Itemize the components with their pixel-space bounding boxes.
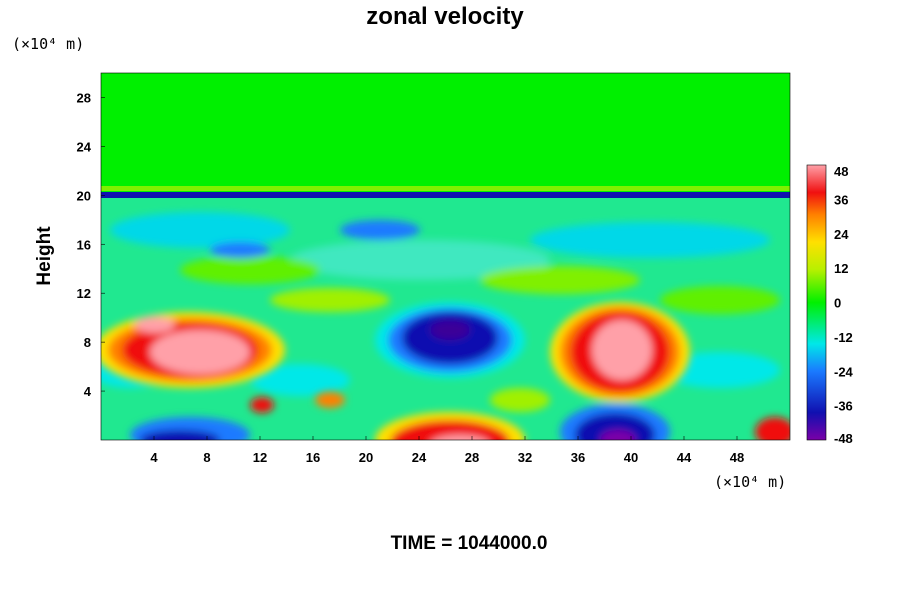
- x-tick-label: 24: [412, 450, 427, 465]
- x-tick-label: 8: [203, 450, 210, 465]
- plot-frame: [100, 72, 791, 441]
- x-tick-label: 28: [465, 450, 479, 465]
- chart-title: zonal velocity: [366, 3, 524, 30]
- y-tick-label: 8: [84, 335, 91, 350]
- colorbar-tick-label: 0: [834, 296, 841, 311]
- y-tick-label: 12: [77, 286, 91, 301]
- x-tick-label: 12: [253, 450, 267, 465]
- y-tick-label: 4: [84, 384, 92, 399]
- colorbar-tick-label: 36: [834, 192, 848, 207]
- y-axis-label: Height: [34, 226, 55, 286]
- time-caption: TIME = 1044000.0: [391, 533, 548, 554]
- plot-field: [101, 73, 790, 440]
- y-tick-label: 20: [77, 188, 91, 203]
- x-tick-label: 20: [359, 450, 373, 465]
- colorbar-tick-label: -12: [834, 330, 853, 345]
- colorbar-tick-label: -24: [834, 364, 854, 379]
- y-tick-label: 24: [77, 139, 92, 154]
- x-tick-label: 32: [518, 450, 532, 465]
- x-tick-label: 44: [677, 450, 692, 465]
- y-tick-label: 16: [77, 237, 91, 252]
- x-axis-ticks: 4 8 12 16 20 24 28 32 36 40 44 48: [150, 436, 744, 465]
- x-tick-label: 16: [306, 450, 320, 465]
- x-tick-label: 48: [730, 450, 744, 465]
- x-tick-label: 36: [571, 450, 585, 465]
- colorbar-ticks: 48 36 24 12 0 -12 -24 -36 -48: [834, 164, 854, 446]
- x-tick-label: 40: [624, 450, 638, 465]
- colorbar-tick-label: -48: [834, 431, 853, 446]
- y-axis-unit: (×10⁴ m): [12, 35, 84, 53]
- colorbar-tick-label: -36: [834, 399, 853, 414]
- y-axis-ticks: 4 8 12 16 20 24 28: [77, 90, 105, 399]
- y-tick-label: 28: [77, 90, 91, 105]
- colorbar-tick-label: 48: [834, 164, 848, 179]
- colorbar-tick-label: 24: [834, 227, 849, 242]
- x-tick-label: 4: [150, 450, 158, 465]
- colorbar: [806, 164, 827, 441]
- colorbar-tick-label: 12: [834, 261, 848, 276]
- x-axis-unit: (×10⁴ m): [714, 473, 786, 491]
